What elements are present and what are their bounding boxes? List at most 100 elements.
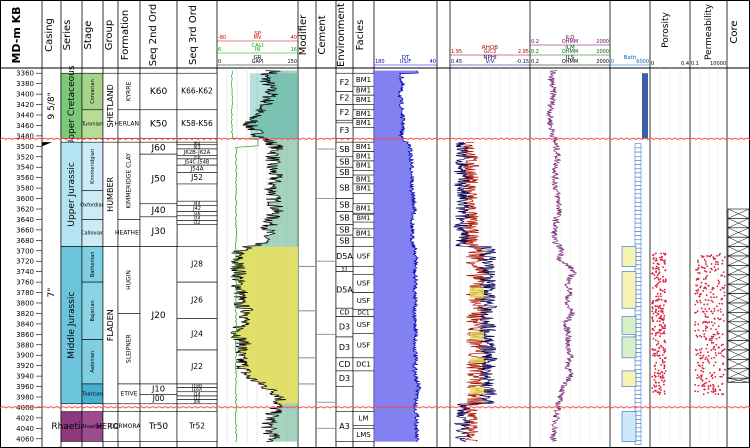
permeability-point [706, 255, 709, 258]
porosity-point [661, 379, 663, 382]
porosity-point [662, 279, 665, 281]
porosity-point [663, 300, 666, 302]
porosity-point [653, 257, 655, 259]
permeability-point [720, 311, 722, 313]
permeability-point [708, 339, 711, 341]
permeability-point [699, 365, 701, 367]
porosity-point [660, 308, 663, 311]
permeability-point [710, 335, 713, 338]
environment-label: SB [339, 184, 350, 193]
permeability-point [716, 261, 719, 264]
permeability-point [712, 390, 715, 393]
porosity-point [655, 276, 658, 279]
dt-curve-name: DT [402, 55, 410, 61]
permeability-point [715, 296, 718, 299]
porosity-point [665, 301, 667, 303]
permeability-point [722, 362, 725, 365]
permeability-point [713, 307, 716, 310]
sp-curve-name: SP [254, 31, 261, 37]
permeability-point [703, 258, 706, 261]
permeability-point [695, 311, 697, 314]
porosity-point [660, 295, 662, 298]
permeability-point [705, 263, 707, 265]
poro-scale-min: 0 [651, 61, 654, 67]
porosity-point [651, 317, 654, 320]
core-title: Core [729, 20, 740, 43]
permeability-point [721, 333, 724, 336]
permeability-point [695, 289, 698, 292]
formation-label: SLEIPNER [126, 334, 133, 363]
seq2-label: K50 [150, 120, 168, 130]
porosity-point [663, 330, 666, 333]
porosity-point [654, 339, 657, 341]
porosity-point [652, 354, 654, 357]
porosity-point [651, 272, 653, 275]
core-cross [727, 208, 750, 219]
facies-label: BM1 [356, 152, 371, 160]
bath-cell [634, 364, 642, 370]
bath-facies-box [621, 246, 637, 267]
porosity-point [664, 324, 666, 326]
porosity-point [655, 286, 658, 288]
seq3-zone [176, 318, 218, 351]
dt-scale-unit: US/F [400, 59, 412, 65]
rhob-scale-min: 1.95 [451, 49, 462, 55]
header-row: MD-m KB Casing Series Stage Group Format… [10, 3, 740, 67]
sp-scale-min: -80 [218, 35, 226, 41]
permeability-point [713, 364, 715, 367]
seq2-title: Seq 2nd Ord [148, 4, 159, 66]
permeability-point [699, 285, 702, 288]
permeability-point [694, 321, 697, 323]
environment-zone [335, 411, 354, 442]
permeability-point [712, 301, 714, 303]
permeability-point [703, 320, 705, 323]
permeability-point [723, 294, 726, 297]
porosity-point [655, 265, 658, 268]
porosity-point [664, 278, 667, 281]
permeability-point [706, 274, 708, 277]
porosity-point [652, 254, 654, 257]
modifier-title: Modifier [298, 14, 309, 55]
seq2-label: Tr50 [148, 422, 169, 432]
porosity-point [658, 387, 661, 390]
porosity-point [661, 374, 664, 376]
permeability-point [714, 390, 717, 392]
porosity-point [654, 284, 657, 287]
environment-label: SB [339, 236, 350, 245]
bath-facies-box [621, 411, 637, 442]
permeability-point [698, 348, 701, 351]
permeability-point [715, 343, 718, 346]
seq3-label: J28 [190, 259, 203, 268]
permeability-point [704, 260, 707, 263]
depth-tick-label: 3820 [16, 310, 34, 318]
porosity-point [651, 327, 654, 330]
porosity-point [660, 346, 663, 348]
permeability-point [708, 255, 711, 258]
porosity-point [657, 306, 660, 309]
porosity-point [660, 328, 663, 331]
bath-scale-max: 6000 [636, 59, 649, 65]
facies-label: USF [357, 297, 371, 305]
facies-label: BM1 [356, 143, 371, 151]
porosity-point [651, 310, 654, 313]
stage-label: Bajocian [90, 300, 96, 321]
depth-tick-label: 3360 [16, 70, 34, 78]
permeability-point [716, 285, 719, 288]
perm-scale-min: 0.1 [691, 61, 699, 67]
permeability-point [714, 348, 717, 351]
porosity-point [663, 304, 665, 307]
permeability-point [715, 328, 717, 331]
facies-label: USF [357, 253, 371, 261]
porosity-point [655, 311, 657, 314]
ild-scale-max: 2000 [596, 39, 609, 45]
environment-label: CD [340, 308, 350, 316]
depth-tick-label: 3800 [16, 300, 34, 308]
permeability-point [710, 357, 713, 360]
seq3-zone [176, 109, 218, 139]
dt-curve [397, 70, 422, 442]
permeability-point [702, 266, 704, 269]
seq2-label: J50 [150, 174, 165, 184]
permeability-point [704, 358, 707, 360]
porosity-point [654, 259, 657, 262]
